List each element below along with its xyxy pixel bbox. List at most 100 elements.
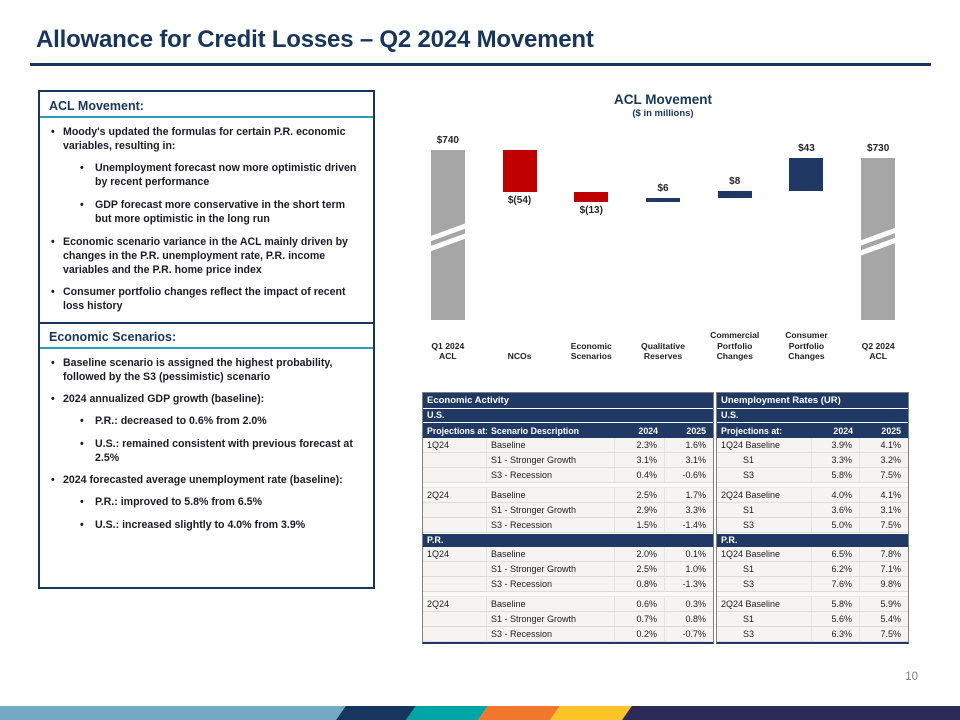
table-cell: S3	[717, 468, 812, 482]
table-cell: S3 - Recession	[487, 468, 615, 482]
x-axis-label-line: ACL	[869, 351, 887, 362]
table-cell: S3	[717, 577, 812, 591]
x-axis-label-line: Portfolio	[788, 340, 825, 351]
x-axis-label-line: Commercial	[710, 329, 760, 340]
table-row: S1 6.2% 7.1%	[717, 562, 908, 577]
table-cell: 5.8%	[812, 468, 860, 482]
table-cell: 0.6%	[615, 597, 665, 611]
table-cell: 5.4%	[880, 614, 901, 624]
table-cell: 0.4%	[615, 468, 665, 482]
table-row: S1 - Stronger Growth 0.7% 0.8%	[423, 612, 713, 627]
table-cell: Baseline	[487, 547, 615, 561]
bullet-text: P.R.: improved to 5.8% from 6.5%	[95, 496, 262, 509]
table-cell: 1Q24 Baseline	[717, 438, 812, 452]
table-row: S1 - Stronger Growth 2.9% 3.3%	[423, 503, 713, 518]
table-cell: 7.5%	[880, 470, 901, 480]
bullet-marker: •	[80, 161, 84, 174]
table-row: S1 5.6% 5.4%	[717, 612, 908, 627]
waterfall-plot: $740 $(54) $(13) $6 $8 $43 $730	[412, 132, 914, 322]
table-cell: 7.1%	[880, 564, 901, 574]
table-row: 2Q24 Baseline 5.8% 5.9%	[717, 597, 908, 612]
table-cell: 3.6%	[812, 503, 860, 517]
bullet-text: Baseline scenario is assigned the highes…	[63, 356, 333, 383]
ribbon-segment	[406, 706, 488, 720]
bullet-text: Moody's updated the formulas for certain…	[63, 126, 346, 152]
table-cell: 6.5%	[812, 547, 860, 561]
bullet-item: • Moody's updated the formulas for certai…	[49, 126, 364, 154]
table-cell: 3.3%	[812, 453, 860, 467]
section-heading-economic-scenarios: Economic Scenarios:	[49, 329, 177, 344]
table-cell	[423, 518, 487, 532]
bullet-marker: •	[80, 437, 84, 450]
table-row: 2Q24 Baseline 2.5% 1.7%	[423, 488, 713, 503]
x-axis-label-line: Reserves	[643, 351, 683, 362]
table-cell: 1.6%	[685, 440, 706, 450]
bullet-text: Consumer portfolio changes reflect the i…	[63, 285, 346, 312]
commentary-panel: ACL Movement: • Moody's updated the formul…	[38, 90, 375, 589]
bar-commercial-portfolio-changes	[717, 191, 752, 198]
table-row: 2Q24 Baseline 0.6% 0.3%	[423, 597, 713, 612]
bullet-item: • Baseline scenario is assigned the highe…	[49, 357, 364, 385]
table-cell: -0.7%	[682, 629, 706, 639]
bullet-marker: •	[51, 474, 55, 487]
table-row: 1Q24 Baseline 6.5% 7.8%	[717, 547, 908, 562]
table-cell	[423, 577, 487, 591]
x-axis-label-line: Changes	[716, 351, 753, 362]
table-cell: 2.9%	[615, 503, 665, 517]
group-spacer	[717, 483, 908, 488]
bullet-text: U.S.: remained consistent with previous …	[95, 437, 353, 464]
slide-title: Allowance for Credit Losses – Q2 2024 Mo…	[36, 26, 594, 53]
x-axis-label: Commercial Portfolio Changes	[699, 324, 771, 362]
table-cell: -1.4%	[682, 520, 706, 530]
table-cell: 3.1%	[615, 453, 665, 467]
table-row: S1 3.6% 3.1%	[717, 503, 908, 518]
x-axis-label-line: Changes	[788, 351, 825, 362]
bar-value-label: $6	[657, 182, 669, 194]
footer-ribbon	[0, 706, 960, 720]
bar-value-label: $740	[436, 135, 459, 146]
economic-activity-table: Economic Activity U.S. Projections at: Scen…	[422, 392, 714, 644]
table-row: S3 - Recession 1.5% -1.4%	[423, 518, 713, 533]
group-spacer	[423, 483, 713, 488]
bar-value-label: $730	[867, 142, 890, 154]
table-cell: 1Q24 Baseline	[717, 547, 812, 561]
table-cell: 1Q24	[423, 438, 487, 452]
table-row: S1 - Stronger Growth 2.5% 1.0%	[423, 562, 713, 577]
table-row: 1Q24 Baseline 2.3% 1.6%	[423, 438, 713, 453]
x-axis-label-line: Scenarios	[570, 351, 612, 362]
table-cell: S1 - Stronger Growth	[487, 453, 615, 467]
column-header-row: Projections at: Scenario Description 2024 2…	[423, 422, 713, 438]
bullet-text: U.S.: increased slightly to 4.0% from 3.…	[95, 519, 306, 532]
bullet-marker: •	[51, 285, 55, 298]
table-cell: 5.0%	[812, 518, 860, 532]
table-row: S1 3.3% 3.2%	[717, 453, 908, 468]
bullet-item: • 2024 annualized GDP growth (baseline):	[49, 393, 364, 407]
table-cell: -0.6%	[682, 470, 706, 480]
ribbon-segment	[0, 706, 346, 720]
table-cell: 4.1%	[880, 440, 901, 450]
table-cell: 2Q24 Baseline	[717, 597, 812, 611]
ribbon-segment	[478, 706, 560, 720]
column-header: Projections at:	[721, 425, 783, 436]
table-cell: S3	[717, 518, 812, 532]
table-cell: S1	[717, 453, 812, 467]
group-spacer	[423, 592, 713, 597]
table-cell: 0.8%	[685, 614, 706, 624]
table-row: S3 5.8% 7.5%	[717, 468, 908, 483]
table-cell: 0.7%	[615, 612, 665, 626]
bullet-item: • Consumer portfolio changes reflect the …	[49, 286, 364, 314]
x-axis-label: NCOs	[484, 324, 556, 362]
x-axis-label: Q2 2024 ACL	[842, 324, 914, 362]
x-axis-label-line: Q2 2024	[861, 340, 895, 351]
bar-value-label: $(13)	[579, 205, 603, 217]
bullet-text: GDP forecast more conservative in the sh…	[95, 198, 346, 225]
x-axis-label-line: Portfolio	[717, 340, 753, 351]
table-cell: 2Q24	[423, 597, 487, 611]
column-header: 2024	[638, 425, 658, 436]
table-cell: S3 - Recession	[487, 518, 615, 532]
x-axis-label-line: ACL	[439, 351, 457, 362]
column-header-row: Projections at: 2024 2025	[717, 422, 908, 438]
bar-qualitative-reserves	[646, 197, 680, 203]
bullet-text: P.R.: decreased to 0.6% from 2.0%	[95, 414, 267, 427]
table-cell: 3.9%	[812, 438, 860, 452]
